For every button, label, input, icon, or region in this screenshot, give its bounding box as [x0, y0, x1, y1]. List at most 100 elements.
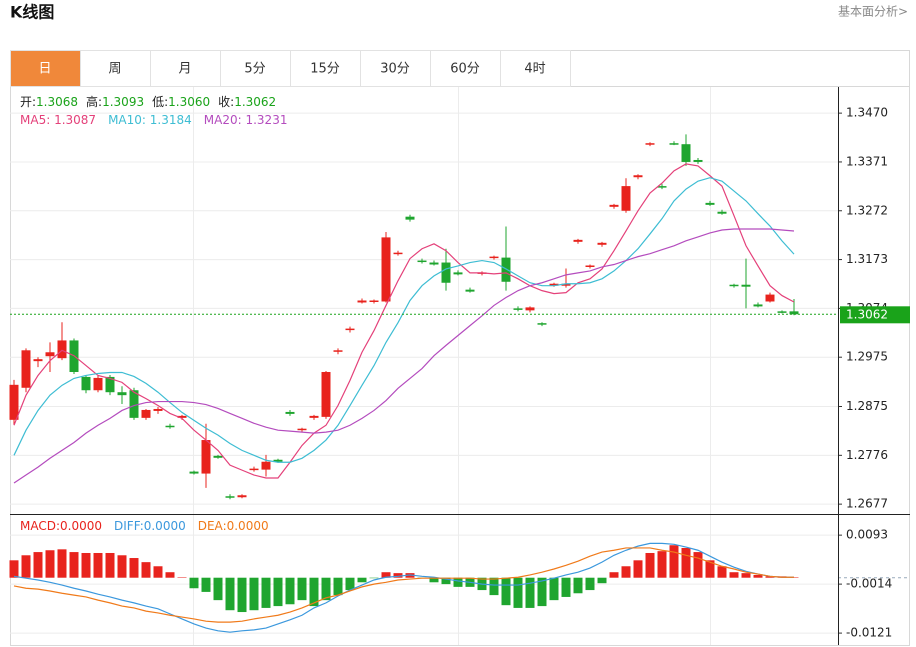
legend: MA5: 1.3087 MA10: 1.3184 MA20: 1.3231 [20, 113, 287, 127]
y-tick-label: 0.0093 [846, 528, 888, 542]
macd-bar [141, 562, 151, 578]
macd-bar [117, 555, 127, 578]
macd-bar [645, 552, 655, 578]
tab-label[interactable]: 5分 [244, 62, 265, 77]
quote-value: 1.3062 [234, 95, 276, 109]
indicator-line [13, 177, 795, 463]
analysis-link[interactable]: 基本面分析> [838, 5, 908, 19]
macd-bar [573, 577, 583, 594]
candle-body [729, 284, 739, 287]
macd-bar [729, 572, 739, 578]
macd-bar [609, 572, 619, 578]
tab[interactable] [500, 50, 571, 87]
macd-bar [273, 577, 283, 607]
tab[interactable] [10, 50, 81, 87]
indicator-line [13, 163, 795, 479]
macd-bar [153, 566, 163, 578]
macd-bar [717, 566, 727, 578]
macd-bar [669, 545, 679, 578]
legend-value: 1.3184 [150, 113, 192, 127]
macd-bar [657, 551, 667, 578]
candle-body [213, 455, 223, 458]
candle-body [357, 300, 367, 303]
legend-value: 1.3231 [245, 113, 287, 127]
quote-label: 高: [86, 94, 102, 109]
macd-bar [525, 577, 535, 608]
candle-body [573, 239, 583, 242]
macd-bar [213, 577, 223, 601]
macd-bar [561, 577, 571, 597]
candle-body [669, 143, 679, 145]
macd-bar [201, 577, 211, 592]
indicator-line [13, 547, 794, 623]
macd-bar [453, 577, 463, 587]
candle-body [21, 350, 31, 388]
candle-body [345, 328, 355, 331]
candle-body [693, 159, 703, 162]
candle-body [609, 204, 619, 207]
macd-bar [633, 560, 643, 578]
tab[interactable] [150, 50, 221, 87]
legend-value: 1.3087 [54, 113, 96, 127]
macd-bar [429, 577, 439, 583]
quote-label: 开: [20, 95, 36, 109]
macd-bar [489, 577, 499, 596]
macd-bar [129, 558, 139, 578]
y-tick-label: 1.3470 [846, 106, 888, 120]
tab[interactable] [220, 50, 291, 87]
tab-label[interactable]: 4时 [524, 62, 545, 77]
macd-bar [513, 577, 523, 608]
tab[interactable] [80, 50, 151, 87]
legend-name: MA20 [204, 113, 238, 127]
candle-body [753, 304, 763, 307]
legend-value: 0.0000 [60, 519, 102, 533]
candle-body [57, 340, 67, 359]
macd-bar [237, 577, 247, 613]
candle-body [297, 428, 307, 431]
indicator-line [13, 228, 795, 484]
legend-name: DEA [198, 519, 224, 533]
tab-label[interactable]: 60分 [450, 62, 480, 77]
macd-bar [33, 552, 43, 578]
macd-bar [57, 549, 67, 578]
candle-body [369, 300, 379, 302]
y-tick-label: 1.3173 [846, 252, 888, 266]
y-tick-label: 1.2975 [846, 350, 888, 364]
candle-body [165, 425, 175, 428]
candle-body [765, 294, 775, 302]
legend-name: MA5 [20, 113, 46, 127]
candle-body [273, 459, 283, 462]
y-tick-label: 1.2875 [846, 399, 888, 413]
candle-body [105, 376, 115, 393]
tab-label[interactable]: 30分 [380, 62, 410, 77]
candle-body [417, 260, 427, 263]
candle-body [789, 311, 799, 315]
candle-body [381, 237, 391, 302]
tab-label[interactable]: 月 [178, 62, 191, 77]
macd-bar [501, 577, 511, 606]
candle-body [657, 186, 667, 188]
candle-body [81, 376, 91, 391]
macd-bar [249, 577, 259, 611]
tab-label[interactable]: 15分 [310, 62, 340, 77]
macd-bar [321, 577, 331, 601]
candle-body [489, 256, 499, 259]
candle-body [9, 384, 19, 420]
candle-body [429, 262, 439, 265]
candle-body [681, 144, 691, 162]
macd-bar [93, 552, 103, 578]
candle-body [129, 390, 139, 418]
tab-label[interactable]: 日 [38, 62, 51, 77]
tab[interactable] [360, 50, 431, 87]
candle-body [153, 408, 163, 411]
macd-bar [225, 577, 235, 611]
candle-body [189, 471, 199, 474]
candle-body [201, 440, 211, 474]
quote-label: 收: [218, 95, 234, 109]
tab-label[interactable]: 周 [108, 62, 121, 77]
quote-label: 低: [152, 95, 168, 109]
candle-body [597, 242, 607, 245]
macd-bar [357, 577, 367, 583]
candle-body [537, 323, 547, 325]
y-tick-label: 1.2776 [846, 448, 888, 462]
